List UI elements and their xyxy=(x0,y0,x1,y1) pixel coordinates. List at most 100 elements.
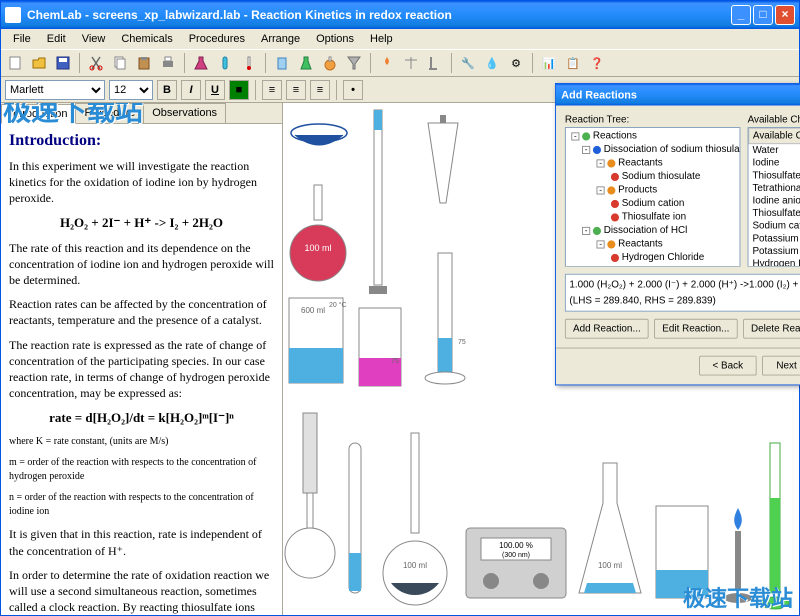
minimize-button[interactable]: _ xyxy=(731,5,751,25)
balance-icon[interactable] xyxy=(401,53,421,73)
paste-icon[interactable] xyxy=(134,53,154,73)
size-select[interactable]: 12 xyxy=(109,80,153,100)
chemical-row[interactable]: Tetrathionate ionProduct xyxy=(749,182,800,195)
dialog-title: Add Reactions xyxy=(561,88,637,101)
test-tube[interactable] xyxy=(338,438,373,608)
tab-observations[interactable]: Observations xyxy=(143,103,226,123)
notes-icon[interactable]: 📋 xyxy=(563,53,583,73)
doc-heading: Introduction: xyxy=(9,130,274,152)
chemical-row[interactable]: Hydrogen IonProduct xyxy=(749,258,800,267)
roundflask-icon[interactable] xyxy=(320,53,340,73)
align-left-button[interactable]: ≡ xyxy=(262,80,282,100)
chemical-row[interactable]: Sodium cationProduct xyxy=(749,220,800,233)
menubar: File Edit View Chemicals Procedures Arra… xyxy=(1,29,799,49)
condenser[interactable] xyxy=(283,403,338,603)
doc-para: It is given that in this reaction, rate … xyxy=(9,526,274,558)
bunsen-burner[interactable] xyxy=(721,503,756,608)
stand-icon[interactable] xyxy=(425,53,445,73)
chemical-row[interactable]: Iodine anionProduct xyxy=(749,195,800,208)
funnel-icon[interactable] xyxy=(344,53,364,73)
doc-equation: rate = d[H₂O₂]/dt = k[H₂O₂]ᵐ[I⁻]ⁿ xyxy=(9,409,274,427)
add-reaction-button[interactable]: Add Reaction... xyxy=(565,319,649,339)
help-icon[interactable]: ❓ xyxy=(587,53,607,73)
italic-button[interactable]: I xyxy=(181,80,201,100)
chart-icon[interactable]: 📊 xyxy=(539,53,559,73)
erlenmeyer-flask[interactable]: 100 ml xyxy=(573,453,648,608)
dropper-icon[interactable]: 💧 xyxy=(482,53,502,73)
reaction-tree[interactable]: -Reactions -Dissociation of sodium thios… xyxy=(565,127,741,266)
doc-tabs: Introduction Procedure Observations xyxy=(1,103,282,124)
font-select[interactable]: Marlett xyxy=(5,80,105,100)
tree-label: Reaction Tree: xyxy=(565,115,741,126)
menu-file[interactable]: File xyxy=(5,31,39,47)
bold-button[interactable]: B xyxy=(157,80,177,100)
underline-button[interactable]: U xyxy=(205,80,225,100)
beaker-blue[interactable] xyxy=(648,498,718,608)
text-panel: Introduction Procedure Observations Intr… xyxy=(1,103,283,615)
svg-text:(300 nm): (300 nm) xyxy=(502,552,530,559)
chemical-row[interactable]: WaterStock xyxy=(749,144,800,157)
print-icon[interactable] xyxy=(158,53,178,73)
doc-para: The reaction rate is expressed as the ra… xyxy=(9,337,274,402)
align-right-button[interactable]: ≡ xyxy=(310,80,330,100)
next-button[interactable]: Next > xyxy=(762,356,800,376)
chemical-row[interactable]: Thiosulfate ionProduct xyxy=(749,169,800,182)
beaker-large[interactable]: 600 ml20 °C xyxy=(281,293,351,393)
tab-introduction[interactable]: Introduction xyxy=(1,104,76,124)
eudiometer[interactable] xyxy=(758,438,793,613)
chemical-row[interactable]: Potassium iodideStock xyxy=(749,232,800,245)
close-button[interactable]: × xyxy=(775,5,795,25)
erlenmeyer-icon[interactable] xyxy=(296,53,316,73)
document-body[interactable]: Introduction: In this experiment we will… xyxy=(1,124,282,615)
svg-text:75: 75 xyxy=(458,339,466,346)
menu-procedures[interactable]: Procedures xyxy=(181,31,253,47)
copy-icon[interactable] xyxy=(110,53,130,73)
evaporating-dish[interactable] xyxy=(289,123,349,153)
menu-edit[interactable]: Edit xyxy=(39,31,74,47)
maximize-button[interactable]: □ xyxy=(753,5,773,25)
spectrophotometer[interactable]: 100.00 %(300 nm) xyxy=(461,503,571,608)
distillation-flask[interactable]: 100 ml xyxy=(373,428,458,613)
cut-icon[interactable] xyxy=(86,53,106,73)
edit-reaction-button[interactable]: Edit Reaction... xyxy=(654,319,737,339)
tool-icon[interactable]: 🔧 xyxy=(458,53,478,73)
chemical-row[interactable]: Thiosulfate ionStock xyxy=(749,207,800,220)
tab-procedure[interactable]: Procedure xyxy=(75,103,144,123)
titlebar[interactable]: ChemLab - screens_xp_labwizard.lab - Rea… xyxy=(1,1,799,29)
menu-chemicals[interactable]: Chemicals xyxy=(113,31,180,47)
dialog-titlebar[interactable]: Add Reactions × xyxy=(556,84,800,106)
reaction-tree-panel: Reaction Tree: -Reactions -Dissociation … xyxy=(565,115,741,267)
new-icon[interactable] xyxy=(5,53,25,73)
chemicals-list[interactable]: Available ChemicalsType WaterStockIodine… xyxy=(748,127,800,266)
doc-para: Reaction rates can be affected by the co… xyxy=(9,296,274,328)
burette[interactable] xyxy=(363,108,393,298)
bullets-button[interactable]: • xyxy=(343,80,363,100)
settings-icon[interactable]: ⚙ xyxy=(506,53,526,73)
burner-icon[interactable] xyxy=(377,53,397,73)
testtube-icon[interactable] xyxy=(215,53,235,73)
flask-icon[interactable] xyxy=(191,53,211,73)
graduated-cylinder[interactable]: 75 xyxy=(418,248,473,388)
svg-text:100 ml: 100 ml xyxy=(304,243,331,253)
save-icon[interactable] xyxy=(53,53,73,73)
svg-text:600 ml: 600 ml xyxy=(301,306,325,315)
color-button[interactable]: ■ xyxy=(229,80,249,100)
svg-text:75: 75 xyxy=(391,358,399,365)
thermometer-icon[interactable] xyxy=(239,53,259,73)
align-center-button[interactable]: ≡ xyxy=(286,80,306,100)
menu-options[interactable]: Options xyxy=(308,31,362,47)
menu-help[interactable]: Help xyxy=(362,31,401,47)
beaker-pink[interactable]: 75 xyxy=(353,303,408,393)
open-icon[interactable] xyxy=(29,53,49,73)
doc-note: n = order of the reaction with respects … xyxy=(9,491,274,518)
chemical-row[interactable]: IodineProduct xyxy=(749,157,800,170)
doc-para: In this experiment we will investigate t… xyxy=(9,158,274,207)
separatory-funnel[interactable] xyxy=(418,113,468,223)
menu-arrange[interactable]: Arrange xyxy=(253,31,308,47)
menu-view[interactable]: View xyxy=(74,31,114,47)
volumetric-flask[interactable]: 100 ml xyxy=(283,183,353,283)
delete-reaction-button[interactable]: Delete Reaction xyxy=(743,319,800,339)
chemical-row[interactable]: Potassium cationProduct xyxy=(749,245,800,258)
back-button[interactable]: < Back xyxy=(699,356,757,376)
beaker-icon[interactable] xyxy=(272,53,292,73)
